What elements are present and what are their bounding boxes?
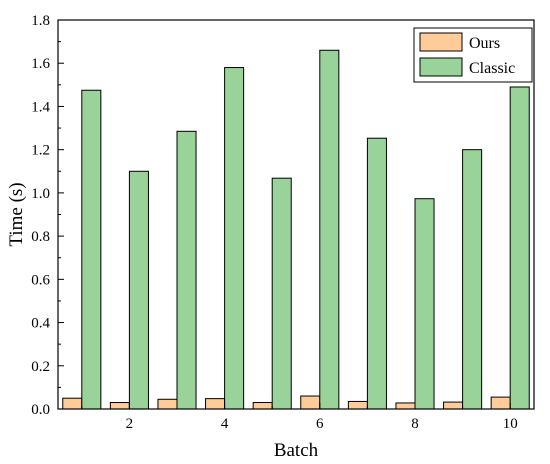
y-tick-label: 1.4 <box>31 99 50 115</box>
bar-classic-4 <box>224 67 245 410</box>
bar-ours-2 <box>109 402 130 410</box>
bar-ours-5 <box>252 402 273 410</box>
bars-layer <box>62 49 530 410</box>
bar-ours-9 <box>443 401 464 410</box>
legend-label-classic: Classic <box>469 60 515 77</box>
bar-classic-7 <box>366 137 387 410</box>
bar-classic-1 <box>81 89 102 410</box>
x-tick-label: 4 <box>221 416 229 432</box>
x-tick-label: 10 <box>503 416 518 432</box>
y-tick-label: 1.8 <box>31 13 50 29</box>
bar-classic-5 <box>271 177 292 410</box>
bar-ours-3 <box>157 398 178 410</box>
y-tick-label: 1.2 <box>31 143 50 159</box>
y-tick-label: 0.4 <box>31 316 50 332</box>
legend-swatch-ours <box>419 32 463 52</box>
bar-classic-8 <box>414 198 435 410</box>
bar-classic-10 <box>509 86 530 410</box>
bar-ours-1 <box>62 397 83 410</box>
y-tick-label: 0.8 <box>31 229 50 245</box>
legend: Ours Classic <box>413 27 533 83</box>
y-axis-title: Time (s) <box>6 182 27 246</box>
y-tick-label: 0.2 <box>31 359 50 375</box>
bar-ours-8 <box>395 402 416 410</box>
bar-ours-7 <box>347 400 368 410</box>
legend-label-ours: Ours <box>469 35 500 52</box>
y-tick-label: 1.6 <box>31 56 50 72</box>
bar-classic-2 <box>128 170 149 410</box>
y-tick-label: 0.0 <box>31 402 50 418</box>
bar-classic-6 <box>319 49 340 410</box>
bar-ours-6 <box>300 395 321 410</box>
bar-classic-9 <box>462 149 483 410</box>
y-tick-label: 0.6 <box>31 272 50 288</box>
y-tick-label: 1.0 <box>31 186 50 202</box>
bar-classic-3 <box>176 130 197 410</box>
x-tick-label: 8 <box>411 416 419 432</box>
bar-ours-4 <box>205 398 226 410</box>
x-axis-title: Batch <box>274 440 319 461</box>
legend-swatch-classic <box>419 57 463 77</box>
ticks-layer: 0.0 0.2 0.4 0.6 0.8 1.0 1.2 1.4 1.6 1.8 2 4 6 8 10 <box>31 13 517 432</box>
x-tick-label: 2 <box>126 416 134 432</box>
x-tick-label: 6 <box>316 416 324 432</box>
bar-ours-10 <box>490 396 511 410</box>
